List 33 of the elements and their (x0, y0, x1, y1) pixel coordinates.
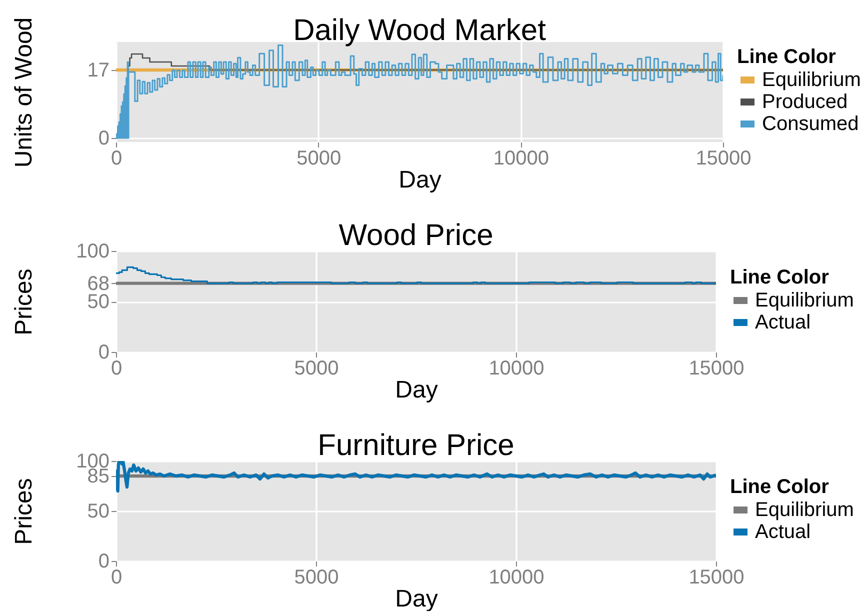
legend-label: Equilibrium (755, 499, 854, 521)
x-axis-title: Day (398, 166, 442, 194)
legend-title: Line Color (737, 46, 836, 68)
x-tick-label: 5000 (294, 358, 339, 380)
x-tick-label: 10000 (488, 566, 544, 588)
legend-label: Actual (755, 312, 811, 334)
x-tick-label: 10000 (493, 148, 549, 170)
x-tick-label: 10000 (488, 358, 544, 380)
legend-title: Line Color (730, 266, 830, 288)
x-axis-title: Day (395, 376, 438, 404)
x-tick-label: 5000 (296, 148, 342, 170)
chart-title: Furniture Price (318, 429, 514, 462)
x-tick-label: 15000 (696, 148, 752, 170)
y-axis-title: Prices (10, 478, 38, 545)
x-tick-label: 5000 (294, 566, 339, 588)
legend-title: Line Color (730, 476, 830, 498)
y-tick-label: 0 (98, 550, 110, 572)
y-axis-title: Units of Wood (10, 17, 38, 168)
y-tick-label: 0 (98, 342, 110, 364)
y-axis-title: Prices (10, 268, 38, 336)
legend-label: Consumed (762, 113, 859, 135)
y-tick-label: 50 (87, 500, 110, 522)
chart-title: Wood Price (338, 219, 494, 252)
chart-title: Daily Wood Market (293, 14, 547, 47)
x-tick-label: 15000 (688, 358, 744, 380)
y-tick-label: 17 (87, 60, 110, 82)
legend-label: Actual (755, 521, 811, 543)
y-tick-label: 100 (76, 240, 110, 262)
x-tick-label: 15000 (688, 566, 744, 588)
legend-label: Equilibrium (762, 69, 861, 91)
legend-label: Produced (762, 91, 848, 113)
legend-label: Equilibrium (755, 290, 854, 312)
y-tick-label: 0 (98, 128, 110, 150)
